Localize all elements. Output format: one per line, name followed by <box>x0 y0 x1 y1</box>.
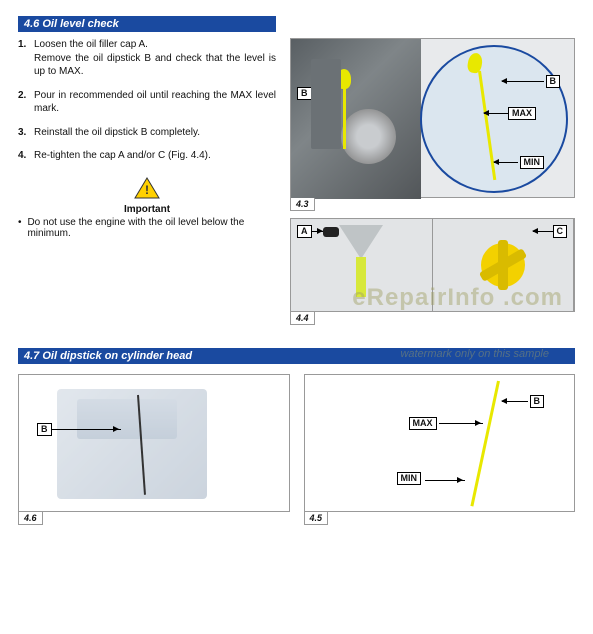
arrow-icon <box>484 113 508 114</box>
arrow-icon <box>533 231 553 232</box>
arrow-icon <box>502 81 544 82</box>
oil-pour <box>356 257 366 297</box>
fig-caption: 4.3 <box>290 198 315 211</box>
fig-caption: 4.4 <box>290 312 315 325</box>
cap-c <box>481 243 525 287</box>
step-num: 2. <box>18 89 34 116</box>
row-46: 1. Loosen the oil filler cap A. Remove t… <box>18 38 575 318</box>
step-1-line-b: Remove the oil dipstick B and check that… <box>34 53 276 78</box>
cap-a <box>323 227 339 237</box>
step-num: 4. <box>18 149 34 163</box>
figure-4-4: A C 4.4 <box>290 218 575 312</box>
step-text: Re-tighten the cap A and/or C (Fig. 4.4)… <box>34 149 276 163</box>
right-column: B B MAX MIN 4.3 A <box>290 38 575 318</box>
engine-photo: B <box>291 39 421 199</box>
fig-caption: 4.6 <box>18 512 43 525</box>
step-1-line-a: Loosen the oil filler cap A. <box>34 39 148 50</box>
figure-4-3: B B MAX MIN 4.3 <box>290 38 575 198</box>
figure-4-5: B MAX MIN 4.5 <box>304 374 576 512</box>
left-column: 1. Loosen the oil filler cap A. Remove t… <box>18 38 276 318</box>
important-label: Important <box>18 204 276 215</box>
arrow-icon <box>311 93 337 94</box>
important-text: Do not use the engine with the oil level… <box>27 217 276 239</box>
row-47: B 4.6 B MAX MIN 4.5 <box>18 374 575 518</box>
step-3: 3. Reinstall the oil dipstick B complete… <box>18 126 276 140</box>
step-1: 1. Loosen the oil filler cap A. Remove t… <box>18 38 276 79</box>
label-c: C <box>553 225 568 238</box>
step-2: 2. Pour in recommended oil until reachin… <box>18 89 276 116</box>
svg-text:!: ! <box>145 183 149 197</box>
dipstick <box>343 89 346 149</box>
dipstick-tip <box>337 69 351 89</box>
bullet-dot: • <box>18 217 27 239</box>
arrow-icon <box>494 162 518 163</box>
fig-4-4-left: A <box>291 219 433 311</box>
step-text: Pour in recommended oil until reaching t… <box>34 89 276 116</box>
important-bullet: • Do not use the engine with the oil lev… <box>18 217 276 239</box>
step-4: 4. Re-tighten the cap A and/or C (Fig. 4… <box>18 149 276 163</box>
fig-caption: 4.5 <box>304 512 329 525</box>
section-header-47: 4.7 Oil dipstick on cylinder head <box>18 348 575 364</box>
label-b: B <box>530 395 545 408</box>
important-block: ! Important <box>18 177 276 215</box>
arrow-icon <box>439 423 483 424</box>
label-a: A <box>297 225 312 238</box>
figure-4-6: B 4.6 <box>18 374 290 512</box>
step-num: 1. <box>18 38 34 79</box>
label-b: B <box>297 87 312 100</box>
arrow-icon <box>51 429 121 430</box>
arrow-icon <box>425 480 465 481</box>
steps-list: 1. Loosen the oil filler cap A. Remove t… <box>18 38 276 163</box>
label-b: B <box>37 423 52 436</box>
step-text: Loosen the oil filler cap A. Remove the … <box>34 38 276 79</box>
dipstick <box>470 381 500 507</box>
step-num: 3. <box>18 126 34 140</box>
label-b: B <box>546 75 561 88</box>
label-max: MAX <box>409 417 437 430</box>
label-min: MIN <box>397 472 422 485</box>
arrow-icon <box>502 401 528 402</box>
label-min: MIN <box>520 156 545 169</box>
step-text: Reinstall the oil dipstick B completely. <box>34 126 276 140</box>
fig-4-4-right: C <box>433 219 575 311</box>
engine-sketch <box>57 389 207 499</box>
detail-circle: B MAX MIN <box>420 45 568 193</box>
label-max: MAX <box>508 107 536 120</box>
funnel-icon <box>339 225 383 259</box>
warning-icon: ! <box>134 177 160 202</box>
section-header-46: 4.6 Oil level check <box>18 16 276 32</box>
